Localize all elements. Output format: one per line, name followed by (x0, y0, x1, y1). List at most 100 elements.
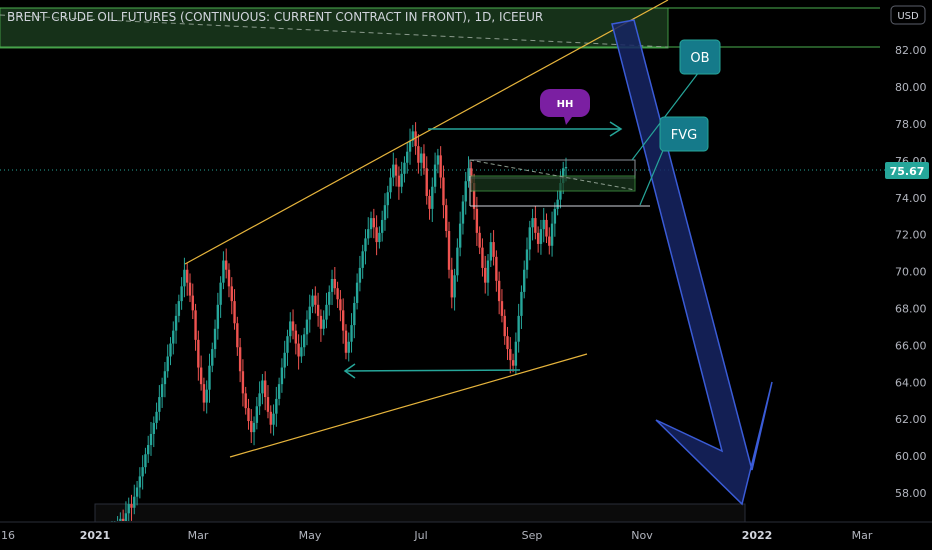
candle-body (236, 323, 239, 348)
candle-body (199, 367, 203, 385)
candle-body (169, 343, 172, 357)
candle-body (244, 393, 247, 409)
candle-body (492, 242, 495, 257)
candle-body (141, 467, 144, 477)
lower-trendline[interactable] (229, 353, 588, 458)
candle-body (372, 218, 376, 228)
candle-body (378, 232, 381, 243)
candle-body (135, 487, 139, 497)
candle-body (442, 177, 445, 206)
candle-body (408, 140, 412, 152)
fvg-zone[interactable] (469, 175, 636, 192)
candle-body (436, 155, 440, 165)
candle-body (453, 275, 456, 298)
candle-body (258, 393, 261, 407)
fvg-callout-pointer (639, 147, 665, 206)
time-axis-label: 16 (1, 529, 15, 542)
candle-body (475, 208, 479, 233)
candle-body (431, 186, 434, 209)
candle-body (316, 304, 320, 316)
candle-body (358, 267, 362, 283)
candle-body (514, 341, 518, 366)
supply-zone[interactable] (0, 7, 669, 49)
price-axis-label: 64.00 (895, 376, 927, 389)
time-axis-label: Mar (188, 529, 209, 542)
candle-body (121, 518, 125, 521)
hh-level-arrowhead-icon (609, 121, 623, 137)
price-axis-label: 80.00 (895, 81, 927, 94)
supply-zone-midline (0, 14, 669, 48)
candle-body (422, 153, 426, 169)
hh-bubble[interactable] (540, 89, 590, 125)
candle-body (523, 269, 526, 292)
low-level-arrow[interactable] (344, 369, 521, 372)
candle-body (124, 513, 128, 521)
candle-body (119, 518, 122, 521)
candle-body (506, 336, 509, 350)
candle-body (275, 398, 278, 414)
fvg-callout[interactable] (659, 116, 709, 152)
candle-body (389, 177, 392, 193)
candle-body (308, 306, 311, 320)
candle-body (392, 164, 395, 178)
candle-body (511, 360, 515, 366)
candle-body (328, 291, 331, 305)
candle-body (484, 267, 487, 283)
candle-body (205, 389, 208, 403)
candle-body (461, 201, 465, 224)
candle-body (216, 304, 220, 329)
ob-zone[interactable] (469, 159, 636, 179)
bearish-projection-arrow[interactable] (611, 19, 773, 506)
candle-body (350, 325, 353, 342)
price-axis-label: 62.00 (895, 413, 927, 426)
candle-body (339, 299, 342, 311)
candle-body (277, 384, 281, 399)
candle-body (341, 310, 345, 331)
candle-body (539, 229, 543, 244)
candle-body (542, 219, 545, 230)
time-axis-label: Sep (522, 529, 543, 542)
candle-body (183, 269, 186, 287)
candle-body (294, 330, 298, 344)
candle-body (495, 256, 498, 281)
candle-body (534, 218, 537, 233)
time-axis-labels: 16 2021 Mar May Jul Sep Nov 2022 Mar (1, 529, 873, 542)
candle-body (361, 251, 364, 268)
candle-body (445, 205, 448, 232)
low-level-arrowhead-icon (343, 363, 356, 379)
price-axis-label: 78.00 (895, 118, 927, 131)
candle-body (464, 181, 467, 202)
price-axis-label: 72.00 (895, 229, 927, 242)
candle-body (241, 371, 245, 394)
time-axis-label: Nov (631, 529, 653, 542)
price-axis-label: 68.00 (895, 303, 927, 316)
candle-body (250, 421, 253, 433)
candle-body (419, 153, 423, 163)
candle-body (283, 352, 286, 368)
candle-body (144, 454, 147, 468)
candle-body (417, 146, 420, 163)
demand-zone[interactable] (94, 503, 746, 523)
time-axis-label: Jul (413, 529, 427, 542)
candle-body (394, 164, 398, 176)
time-axis[interactable] (0, 522, 932, 550)
candle-body (319, 315, 323, 329)
candle-body (497, 280, 501, 302)
candle-body (238, 347, 242, 372)
currency-badge[interactable] (890, 5, 926, 25)
time-axis-label: Mar (852, 529, 873, 542)
candle-body (386, 192, 389, 206)
candle-body (472, 183, 476, 209)
candle-body (155, 411, 158, 423)
candle-body (163, 371, 167, 385)
upper-trendline[interactable] (184, 0, 669, 265)
candle-body (528, 227, 531, 250)
ob-callout[interactable] (679, 39, 721, 75)
candle-body (525, 249, 529, 270)
candle-body (130, 504, 133, 508)
price-axis[interactable] (885, 0, 932, 520)
price-axis-label: 60.00 (895, 450, 927, 463)
candle-body (369, 218, 373, 230)
candle-body (375, 227, 378, 243)
